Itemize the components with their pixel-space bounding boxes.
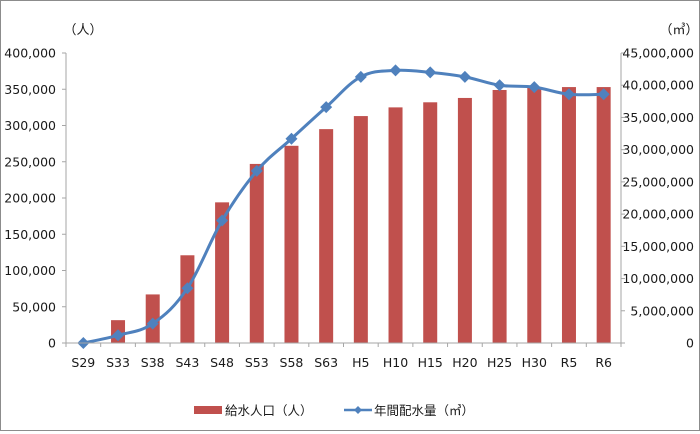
x-tick-label: S63 [314, 355, 338, 370]
diamond-marker-icon [146, 317, 159, 330]
left-tick-label: 100,000 [4, 263, 56, 278]
population-bar [527, 87, 542, 343]
population-bars [111, 87, 611, 343]
right-tick-label: 40,000,000 [622, 78, 694, 93]
diamond-marker-icon [597, 88, 610, 101]
population-bar [180, 255, 195, 343]
population-bar [388, 107, 403, 343]
x-tick-label: S29 [71, 355, 95, 370]
diamond-marker-icon [562, 88, 575, 101]
water-volume-line [77, 64, 610, 349]
legend-diamond-icon [354, 406, 362, 414]
population-bar [561, 87, 576, 343]
left-tick-label: 150,000 [4, 227, 56, 242]
x-tick-label: S53 [245, 355, 269, 370]
left-tick-label: 250,000 [4, 154, 56, 169]
diamond-marker-icon [250, 164, 263, 177]
diamond-marker-icon [424, 66, 437, 79]
x-axis: S29 S33 S38 S43 S48 S53 S58 S63 H5 H10 H15 H20 H25 H3… [65, 342, 622, 370]
right-tick-label: 5,000,000 [630, 303, 694, 318]
population-bar [319, 129, 334, 343]
right-tick-label: 10,000,000 [622, 271, 694, 286]
diamond-marker-icon [389, 64, 402, 77]
right-tick-label: 15,000,000 [622, 239, 694, 254]
diamond-marker-icon [112, 329, 125, 342]
x-tick-label: S38 [141, 355, 165, 370]
right-tick-label: 20,000,000 [622, 207, 694, 222]
right-tick-label: 35,000,000 [622, 110, 694, 125]
x-tick-label: S58 [280, 355, 304, 370]
diamond-marker-icon [458, 70, 471, 83]
right-tick-label: 25,000,000 [622, 174, 694, 189]
diamond-marker-icon [216, 214, 229, 227]
right-tick-label: 30,000,000 [622, 142, 694, 157]
x-tick-label: H10 [383, 355, 408, 370]
population-bar [284, 145, 299, 343]
diamond-marker-icon [528, 81, 541, 94]
x-tick-label: R6 [595, 355, 612, 370]
population-bar [423, 102, 438, 343]
population-bar [215, 202, 230, 343]
x-tick-label: H30 [522, 355, 547, 370]
population-bar [249, 163, 264, 343]
x-tick-label: S43 [175, 355, 199, 370]
left-tick-label: 350,000 [4, 82, 56, 97]
right-axis-unit: （㎥） [659, 23, 698, 38]
diamond-marker-icon [354, 70, 367, 83]
x-tick-label: H15 [418, 355, 443, 370]
legend-bar-swatch [194, 406, 222, 414]
diamond-marker-icon [285, 132, 298, 145]
legend-line-label: 年間配水量（㎥） [374, 403, 474, 418]
population-bar [457, 97, 472, 343]
x-tick-label: R5 [561, 355, 578, 370]
population-bar [492, 89, 507, 343]
legend: 給水人口（人） 年間配水量（㎥） [194, 403, 474, 418]
x-tick-label: H5 [352, 355, 369, 370]
diamond-marker-icon [181, 282, 194, 295]
x-tick-label: H20 [452, 355, 477, 370]
x-tick-label: S48 [210, 355, 234, 370]
left-axis: 0 50,000 100,000 150,000 200,000 250,000 300,0… [4, 46, 67, 351]
diamond-marker-icon [493, 79, 506, 92]
x-tick-label: H25 [487, 355, 512, 370]
left-axis-unit: （人） [63, 23, 102, 38]
diamond-marker-icon [320, 101, 333, 114]
left-tick-label: 50,000 [12, 299, 56, 314]
population-bar [596, 87, 611, 343]
x-tick-label: S33 [106, 355, 130, 370]
right-tick-label: 0 [686, 336, 694, 351]
population-bar [353, 116, 368, 343]
right-tick-label: 45,000,000 [622, 46, 694, 61]
left-tick-label: 0 [48, 336, 56, 351]
left-tick-label: 300,000 [4, 118, 56, 133]
left-tick-label: 200,000 [4, 191, 56, 206]
left-tick-label: 400,000 [4, 46, 56, 61]
legend-bar-label: 給水人口（人） [225, 403, 313, 418]
right-axis: 0 5,000,000 10,000,000 15,000,000 20,000,000… [620, 46, 694, 351]
